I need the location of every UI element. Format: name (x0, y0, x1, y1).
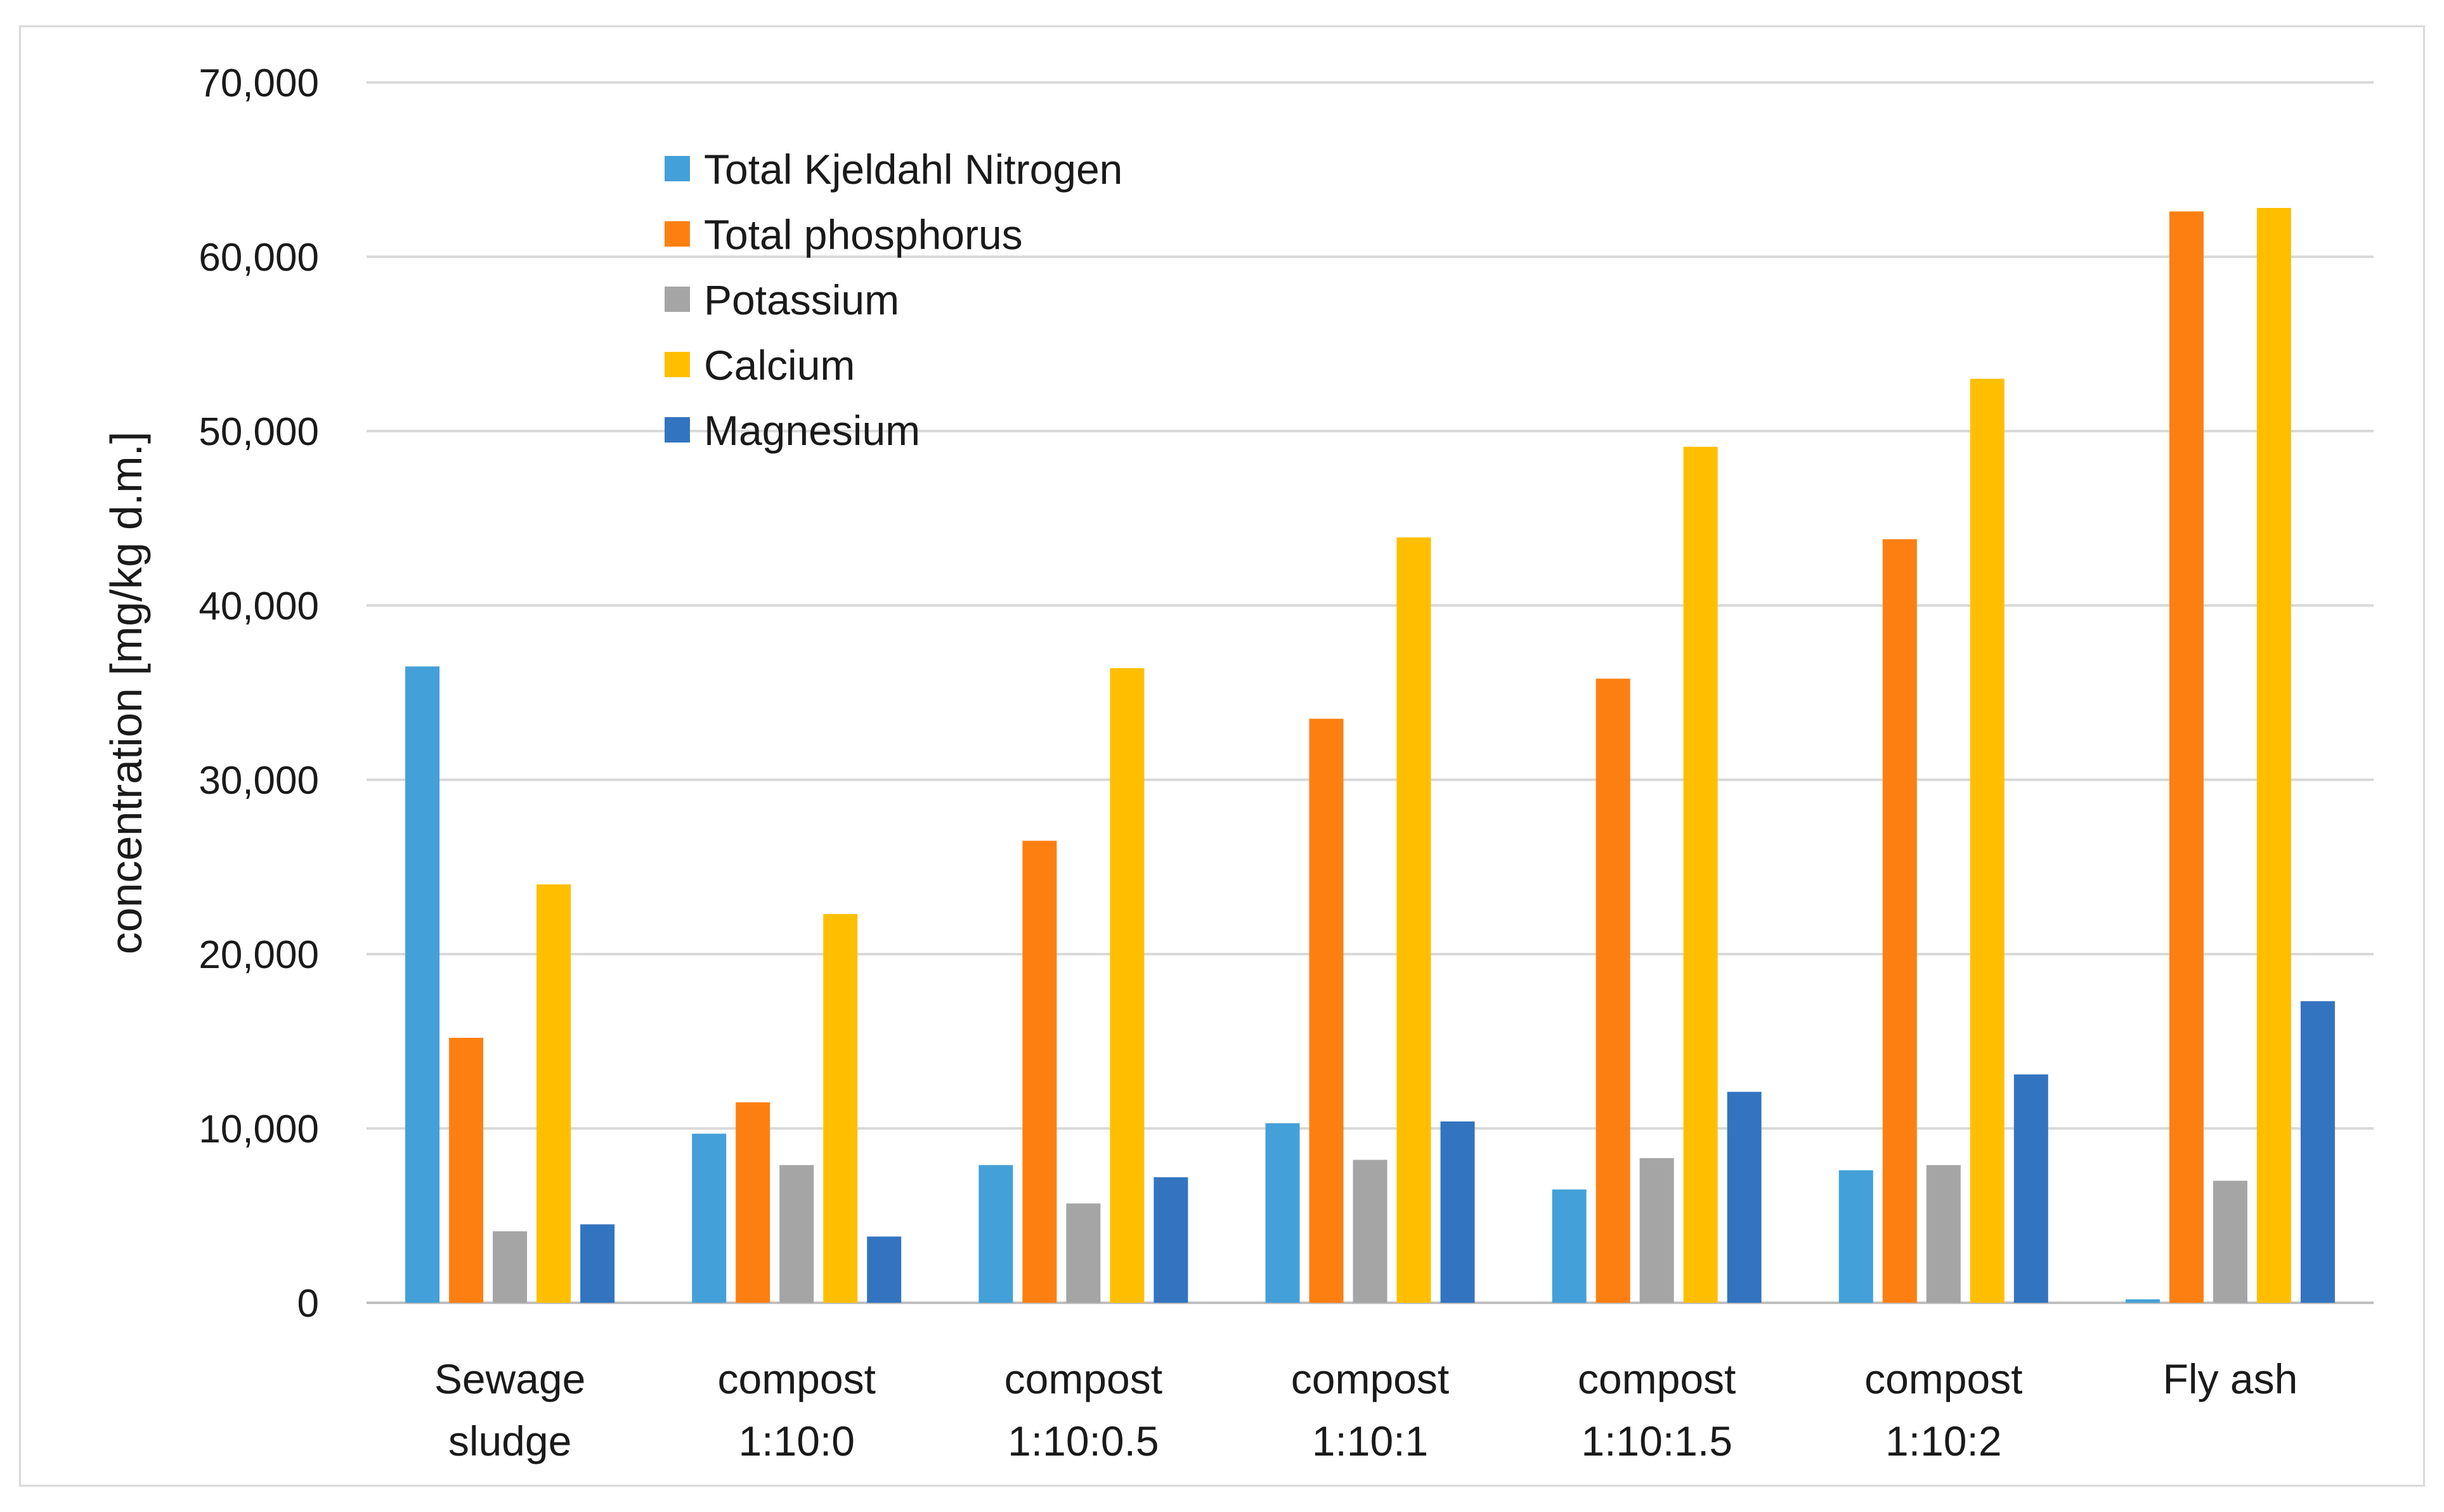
bar-potassium-4 (1639, 1158, 1674, 1303)
x-category-label: compost (717, 1355, 875, 1402)
bar-total-phosphorus-0 (449, 1038, 484, 1303)
legend-swatch (665, 287, 690, 312)
x-category-label: 1:10:0 (738, 1418, 855, 1464)
legend-swatch (665, 417, 690, 443)
x-category-label: 1:10:0.5 (1008, 1418, 1159, 1464)
bar-total-phosphorus-4 (1596, 678, 1630, 1303)
bar-total-kjeldahl-nitrogen-0 (405, 666, 440, 1303)
bar-magnesium-5 (2013, 1074, 2048, 1303)
y-tick-label: 30,000 (198, 759, 319, 803)
legend-label: Potassium (704, 276, 899, 323)
bar-total-kjeldahl-nitrogen-3 (1265, 1123, 1300, 1303)
bar-magnesium-0 (580, 1224, 615, 1303)
legend-label: Calcium (704, 342, 855, 389)
bar-calcium-3 (1396, 537, 1431, 1303)
gridlines (367, 81, 2374, 1304)
legend-label: Magnesium (704, 407, 920, 454)
y-tick-label: 50,000 (198, 410, 319, 454)
legend-swatch (665, 352, 690, 377)
legend-swatch (665, 156, 690, 181)
bar-total-kjeldahl-nitrogen-5 (1838, 1170, 1873, 1303)
bar-potassium-5 (1926, 1165, 1961, 1303)
y-tick-label: 10,000 (198, 1108, 319, 1151)
bar-calcium-6 (2256, 208, 2291, 1303)
bar-calcium-2 (1110, 668, 1145, 1303)
bar-potassium-3 (1353, 1160, 1388, 1303)
y-tick-label: 60,000 (198, 236, 319, 280)
bar-chart: 0 10,000 20,000 30,000 40,000 50,000 60,000 70,… (101, 61, 2374, 1464)
bar-total-phosphorus-1 (736, 1102, 770, 1303)
bar-magnesium-6 (2300, 1001, 2335, 1303)
bar-total-kjeldahl-nitrogen-2 (978, 1165, 1013, 1303)
legend: Total Kjeldahl Nitrogen Total phosphorus P… (665, 146, 1122, 454)
x-category-label: 1:10:2 (1885, 1418, 2002, 1464)
bar-total-phosphorus-5 (1882, 539, 1917, 1303)
bar-magnesium-1 (867, 1236, 902, 1303)
bar-total-phosphorus-2 (1022, 841, 1057, 1303)
x-category-label: Sewage (434, 1355, 586, 1402)
legend-label: Total phosphorus (704, 211, 1023, 258)
x-category-label: compost (1291, 1355, 1449, 1402)
legend-label: Total Kjeldahl Nitrogen (704, 146, 1122, 193)
bar-magnesium-4 (1727, 1092, 1762, 1303)
y-tick-label: 0 (297, 1282, 319, 1326)
bar-magnesium-3 (1440, 1121, 1475, 1303)
bar-potassium-6 (2213, 1180, 2247, 1303)
bar-total-kjeldahl-nitrogen-1 (692, 1134, 727, 1303)
bar-potassium-1 (779, 1165, 814, 1303)
bar-total-phosphorus-6 (2169, 211, 2204, 1303)
y-axis-ticks: 0 10,000 20,000 30,000 40,000 50,000 60,000 70,… (198, 61, 319, 1326)
x-category-label: compost (1004, 1355, 1162, 1402)
bar-potassium-2 (1066, 1203, 1101, 1303)
bar-calcium-4 (1683, 446, 1718, 1303)
x-category-label: compost (1578, 1355, 1736, 1402)
bar-total-kjeldahl-nitrogen-6 (2125, 1299, 2160, 1303)
bars (405, 208, 2335, 1303)
bar-calcium-5 (1970, 378, 2005, 1303)
x-category-label: 1:10:1 (1312, 1418, 1429, 1464)
bar-potassium-0 (493, 1231, 528, 1303)
bar-calcium-0 (536, 884, 571, 1303)
y-axis-title: concentration [mg/kg d.m.] (101, 432, 151, 955)
x-category-label: compost (1864, 1355, 2022, 1402)
x-category-label: 1:10:1.5 (1581, 1418, 1732, 1464)
y-tick-label: 20,000 (198, 933, 319, 977)
bar-total-kjeldahl-nitrogen-4 (1552, 1189, 1587, 1303)
chart-frame: 0 10,000 20,000 30,000 40,000 50,000 60,000 70,… (19, 25, 2425, 1487)
bar-total-phosphorus-3 (1309, 718, 1344, 1303)
x-category-label: Fly ash (2163, 1355, 2298, 1402)
bar-magnesium-2 (1154, 1177, 1188, 1303)
x-category-label: sludge (448, 1418, 572, 1464)
x-axis-labels: Sewage sludge compost 1:10:0 compost 1:10:0.5… (434, 1355, 2298, 1464)
bar-calcium-1 (823, 914, 858, 1303)
legend-swatch (665, 221, 690, 247)
y-tick-label: 70,000 (198, 61, 319, 105)
y-tick-label: 40,000 (198, 585, 319, 628)
